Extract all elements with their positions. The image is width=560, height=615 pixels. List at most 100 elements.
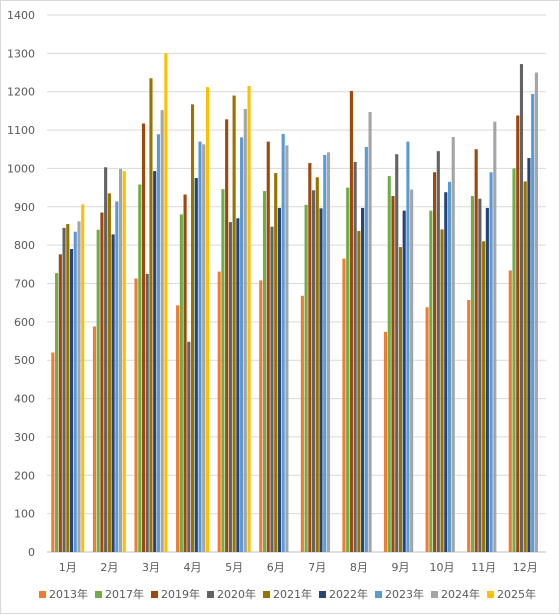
bar (77, 221, 81, 552)
bar (156, 134, 160, 552)
bar (145, 273, 149, 552)
bar (176, 305, 180, 552)
bar (516, 115, 520, 552)
y-tick-label: 1300 (7, 47, 35, 60)
bar (478, 198, 482, 552)
bar (73, 231, 77, 553)
bar (96, 229, 100, 553)
bar (534, 72, 538, 553)
bar (319, 208, 323, 552)
bar (410, 189, 414, 552)
bar (323, 155, 327, 552)
bar (361, 207, 365, 552)
bar (198, 141, 202, 553)
bar (391, 196, 395, 552)
legend-swatch (487, 591, 494, 598)
bar (436, 151, 440, 553)
bar (485, 207, 489, 552)
bar (202, 144, 206, 553)
y-tick-label: 100 (14, 508, 35, 521)
y-tick-label: 900 (14, 201, 35, 214)
bar (262, 191, 267, 553)
bar (357, 230, 361, 552)
bar (406, 141, 410, 553)
bar (429, 210, 433, 552)
y-tick-label: 0 (28, 546, 35, 559)
bar (100, 212, 104, 552)
bar (266, 141, 270, 553)
bar (66, 224, 70, 552)
bar (368, 112, 372, 552)
legend-label: 2022年 (329, 587, 368, 601)
x-tick-label: 3月 (142, 561, 160, 574)
bar (153, 171, 157, 552)
y-tick-label: 800 (14, 239, 35, 252)
bar (81, 204, 85, 552)
y-tick-label: 600 (14, 316, 35, 329)
x-tick-label: 5月 (225, 561, 243, 574)
x-tick-label: 11月 (471, 561, 496, 574)
bar (482, 241, 486, 553)
bar (187, 341, 191, 552)
y-tick-label: 400 (14, 393, 35, 406)
legend-label: 2017年 (105, 587, 144, 601)
legend-swatch (319, 591, 326, 598)
bar (240, 137, 244, 552)
bar (342, 258, 346, 552)
bar (470, 196, 474, 552)
x-tick-label: 9月 (391, 561, 409, 574)
legend-label: 2023年 (385, 587, 424, 601)
bar (259, 280, 263, 552)
legend-swatch (263, 591, 270, 598)
x-tick-label: 7月 (308, 561, 326, 574)
bar (425, 307, 429, 552)
bar (300, 295, 304, 552)
x-tick-label: 10月 (430, 561, 455, 574)
legend-swatch (207, 591, 214, 598)
legend-swatch (39, 591, 46, 598)
bar (402, 210, 406, 552)
y-tick-label: 300 (14, 431, 35, 444)
bar (326, 152, 331, 552)
bar (447, 181, 452, 552)
x-tick-label: 4月 (184, 561, 202, 574)
bar (531, 94, 535, 552)
bar (508, 270, 512, 552)
bar (349, 90, 353, 552)
bar (51, 352, 55, 552)
y-tick-label: 500 (14, 354, 35, 367)
bar (527, 158, 531, 552)
y-tick-label: 1200 (7, 86, 35, 99)
bar (383, 331, 388, 552)
x-tick-label: 2月 (100, 561, 118, 574)
bar (236, 218, 240, 553)
bar (489, 172, 493, 552)
bar (58, 254, 62, 552)
bar (228, 222, 232, 552)
bar (232, 95, 236, 553)
legend-label: 2021年 (273, 587, 312, 601)
bar (353, 161, 357, 553)
y-tick-label: 1000 (7, 162, 35, 175)
bar (69, 248, 74, 552)
y-tick-label: 200 (14, 469, 35, 482)
legend-label: 2013年 (49, 587, 88, 601)
bar (285, 145, 289, 552)
bar (512, 168, 516, 552)
bar (247, 85, 251, 552)
bar (62, 227, 66, 552)
x-tick-label: 1月 (59, 561, 77, 574)
bar (270, 226, 274, 552)
bar (55, 273, 59, 552)
legend-label: 2024年 (441, 587, 480, 601)
bar (164, 53, 168, 552)
bar (141, 123, 146, 552)
bar (190, 104, 195, 553)
bar (308, 163, 312, 552)
bar (217, 271, 221, 552)
bar (364, 146, 368, 552)
x-tick-label: 12月 (513, 561, 538, 574)
bar (111, 234, 115, 552)
